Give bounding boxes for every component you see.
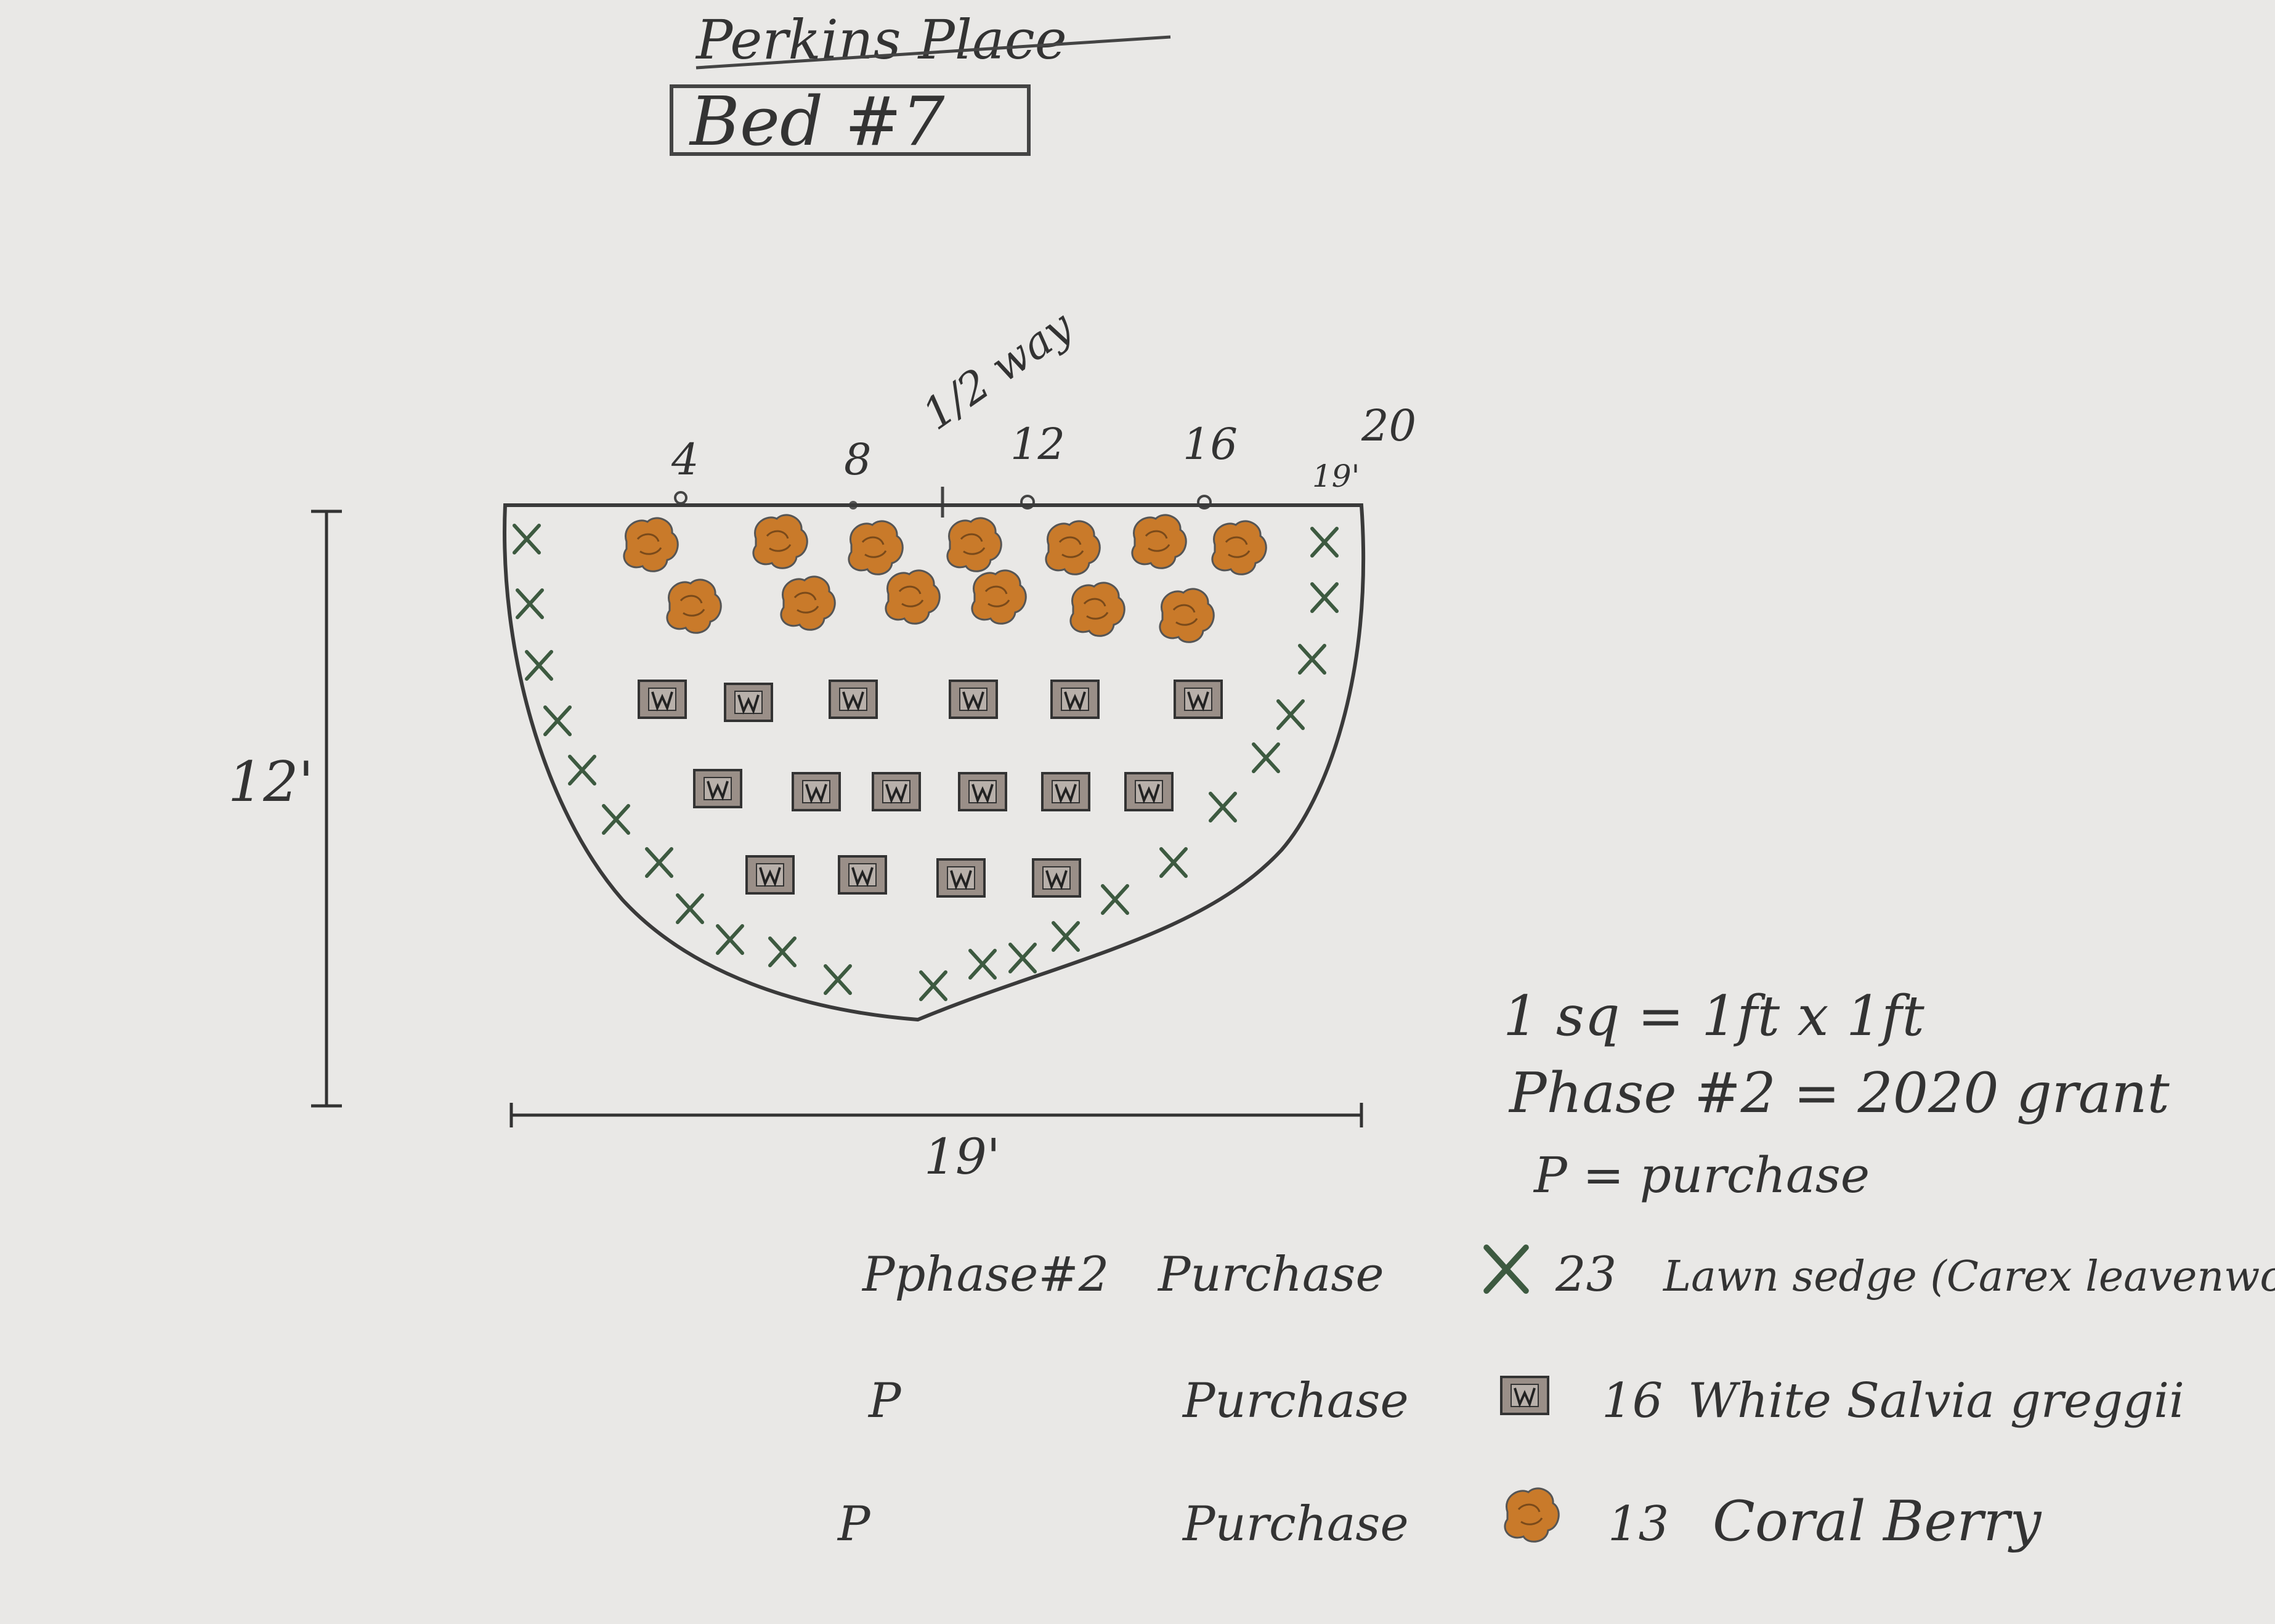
salvia-icon <box>838 855 887 895</box>
square-scale-note: 1 sq = 1ft x 1ft <box>1503 984 1925 1049</box>
mark-20: 20 <box>1361 400 1416 451</box>
salvia-icon <box>1032 858 1081 898</box>
height-dimension: 12' <box>228 510 342 1108</box>
bed-outline <box>503 503 1366 1022</box>
salvia-icon <box>745 855 795 895</box>
coral-berry-icon <box>971 569 1027 625</box>
sedge-icon <box>1210 794 1235 821</box>
sedge-icon <box>1103 886 1127 913</box>
legend-source: Purchase <box>1182 1496 1409 1552</box>
title-underline <box>695 35 1171 70</box>
legend-count: 13 <box>1608 1496 1669 1552</box>
w-box-icon <box>1500 1376 1549 1415</box>
sedge-icon <box>570 757 594 784</box>
sedge-icon <box>647 849 671 876</box>
coral-blob-icon <box>1504 1487 1560 1543</box>
legend-count: 16 <box>1602 1373 1663 1429</box>
coral-berry-icon <box>1045 520 1101 575</box>
sedge-icon <box>921 972 946 999</box>
sedge-icon <box>970 951 995 978</box>
sedge-icon <box>718 926 742 953</box>
legend-source: Purchase <box>1157 1247 1384 1302</box>
coral-berry-icon <box>1069 582 1125 637</box>
sedge-icon <box>678 895 702 922</box>
right-edge-label: 19' <box>1312 458 1360 494</box>
mark-4: 4 <box>671 434 699 485</box>
salvia-icon <box>1050 680 1100 719</box>
x-icon <box>1486 1248 1526 1291</box>
salvia-icon <box>829 680 878 719</box>
bed-label-box <box>670 84 1031 156</box>
coral-berry-icon <box>1159 588 1215 643</box>
sedge-icon <box>825 966 850 993</box>
width-dimension: 19' <box>509 1103 1363 1185</box>
salvia-group <box>638 680 1223 898</box>
coral-berry-group <box>623 514 1267 643</box>
sedge-icon <box>770 938 795 965</box>
legend-source: Purchase <box>1182 1373 1409 1429</box>
legend: Pphase#2 Purchase 23 Lawn sedge (Carex l… <box>837 1247 2275 1554</box>
legend-row-salvia: P Purchase 16 White Salvia greggii <box>867 1373 2184 1429</box>
salvia-icon <box>792 772 841 811</box>
salvia-icon <box>1174 680 1223 719</box>
legend-phase: P <box>837 1496 871 1552</box>
height-label: 12' <box>228 750 314 814</box>
salvia-icon <box>936 858 986 898</box>
coral-berry-icon <box>946 517 1002 572</box>
notes: 1 sq = 1ft x 1ft Phase #2 = 2020 grant P… <box>1503 984 2170 1204</box>
sedge-icon <box>514 526 539 553</box>
top-distance-marks: 4 8 12 16 20 19' 1/2 way <box>671 301 1416 518</box>
sedge-icon <box>1010 944 1035 972</box>
sedge-icon <box>527 652 551 679</box>
coral-berry-icon <box>780 575 836 631</box>
coral-berry-icon <box>752 514 808 569</box>
sedge-icon <box>545 707 570 734</box>
salvia-icon <box>958 772 1007 811</box>
sedge-icon <box>1312 529 1337 556</box>
purchase-note: P = purchase <box>1533 1147 1870 1204</box>
coral-berry-icon <box>848 520 904 575</box>
sedge-icon <box>1254 744 1278 771</box>
page-title: Perkins Place <box>695 8 1067 71</box>
sedge-icon <box>517 590 542 617</box>
width-label: 19' <box>924 1128 1000 1185</box>
salvia-icon <box>693 769 742 808</box>
coral-berry-icon <box>885 569 941 625</box>
mark-16: 16 <box>1183 419 1238 469</box>
salvia-icon <box>872 772 921 811</box>
sedge-icon <box>1161 849 1186 876</box>
sedge-icon <box>1053 923 1078 950</box>
legend-phase: P <box>867 1373 902 1429</box>
mark-12: 12 <box>1010 419 1065 469</box>
coral-berry-icon <box>1131 514 1187 569</box>
coral-berry-icon <box>623 517 679 572</box>
phase-note: Phase #2 = 2020 grant <box>1508 1061 2170 1126</box>
salvia-icon <box>638 680 687 719</box>
mark-8: 8 <box>844 434 872 485</box>
bed-label: Bed #7 <box>689 82 944 161</box>
coral-berry-icon <box>666 579 722 634</box>
salvia-icon <box>724 683 773 722</box>
legend-plant: White Salvia greggii <box>1688 1373 2184 1429</box>
salvia-icon <box>1124 772 1174 811</box>
legend-phase: Pphase#2 <box>861 1247 1109 1302</box>
salvia-icon <box>1041 772 1090 811</box>
legend-count: 23 <box>1555 1247 1616 1302</box>
legend-plant: Lawn sedge (Carex leavenworth <box>1662 1253 2275 1301</box>
sedge-icon <box>1278 701 1303 728</box>
legend-plant: Coral Berry <box>1713 1489 2042 1554</box>
legend-row-sedge: Pphase#2 Purchase 23 Lawn sedge (Carex l… <box>861 1247 2275 1302</box>
legend-row-coral: P Purchase 13 Coral Berry <box>837 1487 2042 1554</box>
salvia-icon <box>949 680 998 719</box>
sedge-icon <box>604 806 628 833</box>
sedge-icon <box>1300 646 1324 673</box>
sedge-icon <box>1312 584 1337 611</box>
coral-berry-icon <box>1211 520 1267 575</box>
